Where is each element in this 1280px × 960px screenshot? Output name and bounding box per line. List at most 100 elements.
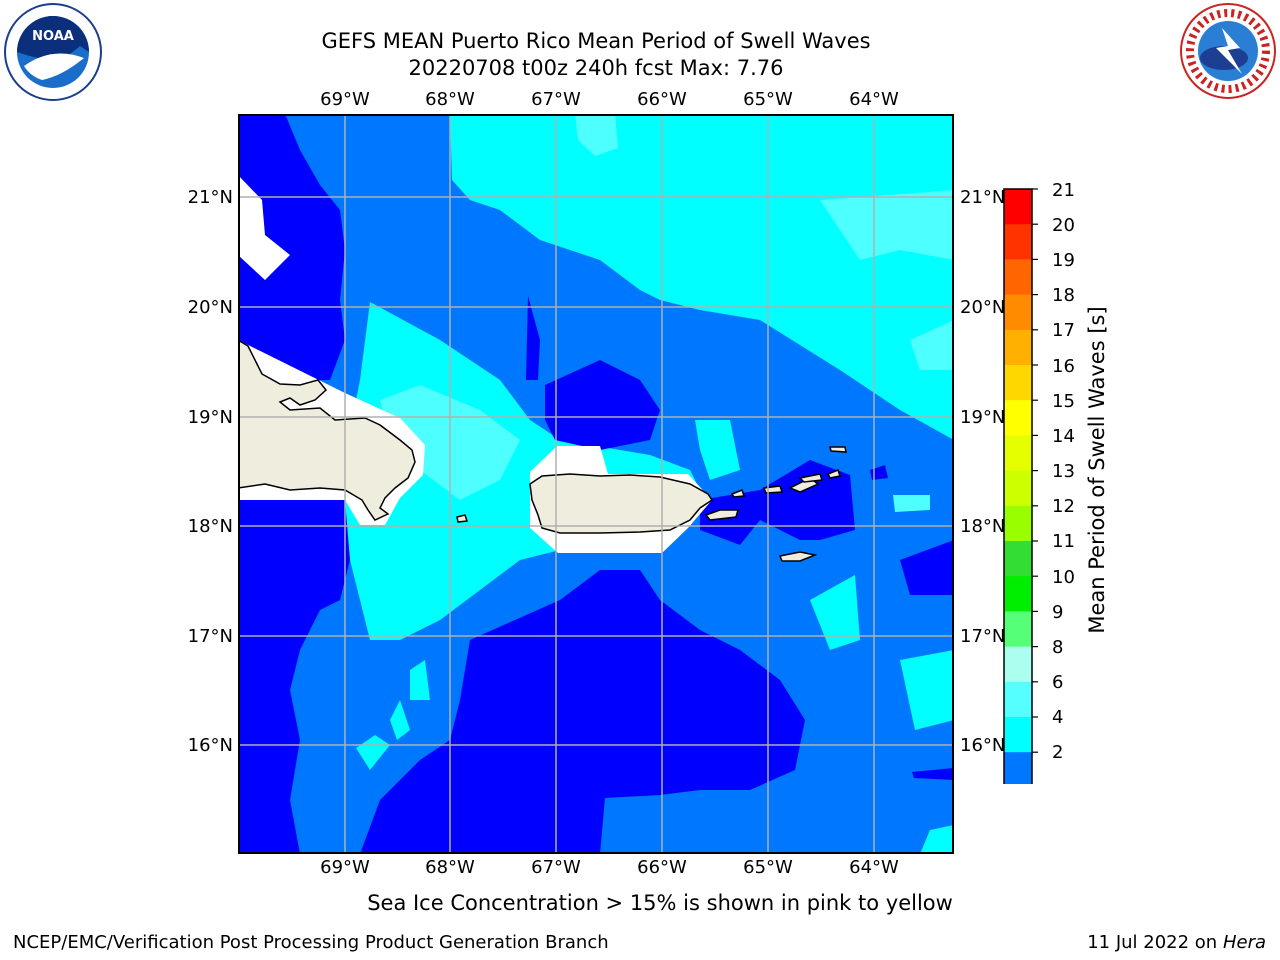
colorbar-tick-label: 6 [1052, 672, 1064, 693]
colorbar-tick-label: 9 [1052, 602, 1064, 623]
lat-label-right: 18°N [960, 516, 1006, 537]
colorbar-segment [1004, 189, 1032, 225]
map-title: GEFS MEAN Puerto Rico Mean Period of Swe… [321, 29, 871, 53]
national-weather-service-logo-icon [1180, 3, 1276, 99]
swell-band-6-8-south-corner [920, 825, 954, 854]
swell-band-2-4-north-sliver [526, 296, 540, 380]
masked-area-northwest [238, 175, 290, 280]
lon-label-top: 68°W [425, 89, 475, 110]
swell-band-2-4-south-central [360, 570, 805, 854]
swell-band-2-4-northeast-patch [315, 240, 335, 262]
swell-band-6-8-north [450, 114, 954, 440]
land-islet [730, 489, 746, 498]
swell-band-2-4-east [900, 540, 954, 595]
lat-label-right: 16°N [960, 735, 1006, 756]
host-name: Hera [1222, 932, 1266, 953]
land-islet [829, 446, 847, 453]
colorbar-tick-label: 13 [1052, 461, 1075, 482]
colorbar-segment [1004, 681, 1032, 718]
colorbar-tick-label: 11 [1052, 531, 1075, 552]
lon-label-bottom: 69°W [320, 857, 370, 878]
map-frame [238, 114, 954, 854]
colorbar-segment [1004, 576, 1032, 612]
colorbar-tick-label: 16 [1052, 356, 1075, 377]
colorbar-segment [1004, 259, 1032, 296]
lon-label-bottom: 65°W [743, 857, 793, 878]
colorbar-tick-label: 12 [1052, 496, 1075, 517]
colorbar-tick-label: 10 [1052, 567, 1075, 588]
lat-label-right: 17°N [960, 626, 1006, 647]
colorbar-segment [1004, 470, 1032, 507]
colorbar-label: Mean Period of Swell Waves [s] [1085, 306, 1109, 634]
colorbar-segment [1004, 752, 1032, 784]
noaa-logo-icon: NOAA [4, 3, 102, 101]
colorbar-segment [1004, 365, 1032, 401]
lat-label-left: 21°N [187, 187, 233, 208]
colorbar-tick-label: 8 [1052, 637, 1064, 658]
map-subtitle: 20220708 t00z 240h fcst Max: 7.76 [408, 56, 784, 80]
swell-band-2-4-patch [912, 768, 954, 780]
land-st-croix [778, 551, 818, 562]
swell-band-8-9-patch [575, 114, 618, 156]
lat-label-left: 16°N [187, 735, 233, 756]
swell-band-6-8-east-edge [900, 650, 954, 730]
colorbar-frame [1003, 188, 1033, 784]
lat-label-right: 21°N [960, 187, 1006, 208]
colorbar-segment [1004, 717, 1032, 753]
colorbar-tick-label: 19 [1052, 250, 1075, 271]
lon-label-top: 66°W [637, 89, 687, 110]
noaa-logo-text: NOAA [32, 29, 74, 44]
lat-label-left: 18°N [187, 516, 233, 537]
lon-label-bottom: 68°W [425, 857, 475, 878]
map-gridlines [238, 114, 954, 854]
colorbar-tick-label: 21 [1052, 180, 1075, 201]
colorbar [1003, 188, 1038, 784]
land-islet [456, 514, 469, 523]
colorbar-segment [1004, 611, 1032, 648]
lon-label-bottom: 66°W [637, 857, 687, 878]
lat-label-left: 17°N [187, 626, 233, 647]
colorbar-segment [1004, 646, 1032, 683]
colorbar-tick-label: 14 [1052, 426, 1075, 447]
credit-line: NCEP/EMC/Verification Post Processing Pr… [13, 932, 609, 953]
swell-band-6-8-patch [410, 660, 430, 700]
lon-label-top: 64°W [849, 89, 899, 110]
colorbar-segment [1004, 435, 1032, 472]
swell-band-8-9-patch [910, 320, 954, 370]
lon-label-top: 67°W [531, 89, 581, 110]
swell-band-2-4-northwest [238, 114, 345, 380]
land-puerto-rico [529, 473, 714, 534]
colorbar-tick-label: 2 [1052, 742, 1064, 763]
land-islet [798, 473, 824, 483]
swell-band-8-9-patch [820, 190, 954, 260]
swell-band-6-8-southeast [810, 575, 860, 650]
lon-label-bottom: 64°W [849, 857, 899, 878]
run-date: 11 Jul 2022 on [1087, 932, 1218, 953]
colorbar-segment [1004, 329, 1032, 366]
swell-band-8-9-patch [893, 495, 930, 512]
colorbar-tick-label: 4 [1052, 707, 1064, 728]
swell-band-6-8-east-channel [695, 420, 740, 480]
lat-label-right: 20°N [960, 297, 1006, 318]
swell-band-2-4-mona [545, 360, 660, 450]
swell-band-2-4-southwest [238, 500, 350, 854]
lat-label-left: 20°N [187, 297, 233, 318]
lon-label-top: 69°W [320, 89, 370, 110]
colorbar-segment [1004, 294, 1032, 331]
land-islet [704, 509, 739, 521]
land-hispaniola [238, 339, 416, 521]
colorbar-tick-label: 20 [1052, 215, 1075, 236]
swell-band-6-8-patch [390, 700, 410, 740]
lon-label-top: 65°W [743, 89, 793, 110]
colorbar-tick-label: 15 [1052, 391, 1075, 412]
colorbar-segment [1004, 541, 1032, 577]
date-line: 11 Jul 2022 on Hera [1087, 932, 1266, 953]
lat-label-left: 19°N [187, 407, 233, 428]
swell-band-6-8-central [340, 302, 700, 640]
lon-label-bottom: 67°W [531, 857, 581, 878]
lat-label-right: 19°N [960, 407, 1006, 428]
map-plot-area [238, 114, 954, 854]
colorbar-tick-label: 18 [1052, 285, 1075, 306]
land-islet [762, 485, 784, 494]
swell-band-6-8-patch [356, 735, 390, 770]
